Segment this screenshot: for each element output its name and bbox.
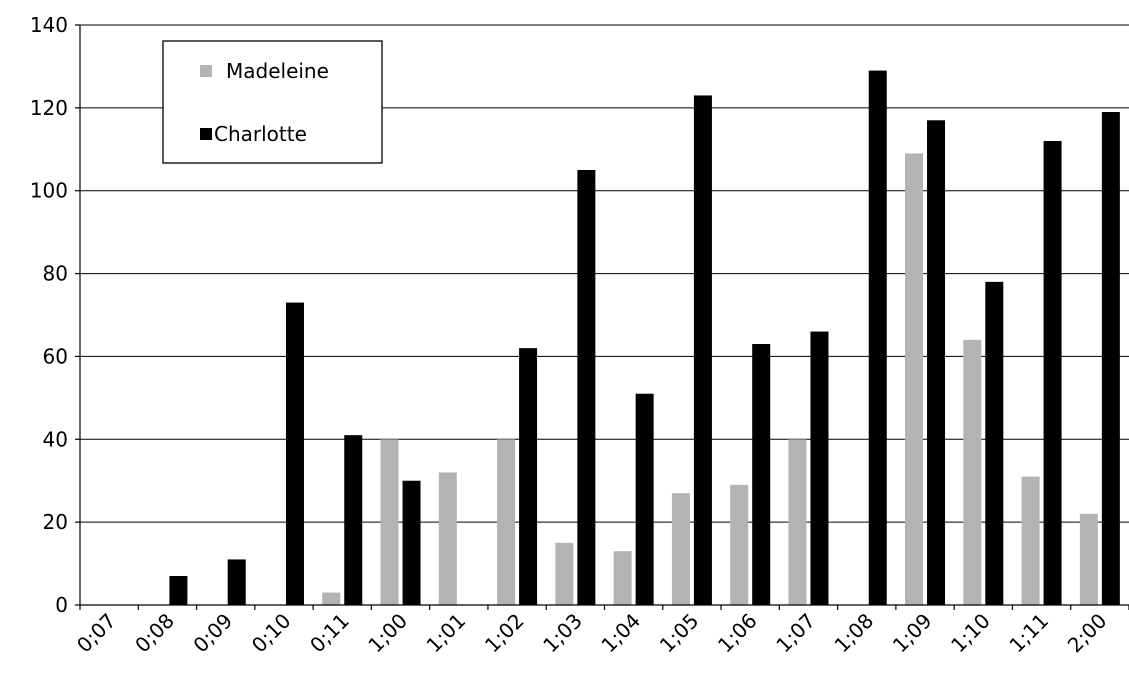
x-tick-label: 2;00 xyxy=(1063,609,1112,658)
y-tick-label: 80 xyxy=(43,262,68,286)
bar-madeleine xyxy=(438,472,457,605)
bar-charlotte xyxy=(344,435,363,605)
bar-charlotte xyxy=(169,576,188,605)
y-tick-label: 120 xyxy=(30,96,68,120)
bar-charlotte xyxy=(1101,112,1120,605)
x-tick-label: 1;07 xyxy=(771,609,820,658)
x-tick-label: 0;09 xyxy=(188,609,237,658)
bar-madeleine xyxy=(671,493,690,605)
x-tick-label: 1;01 xyxy=(422,609,471,658)
x-tick-label: 1;04 xyxy=(596,609,645,658)
bar-charlotte xyxy=(1043,141,1062,605)
legend: Madeleine Charlotte xyxy=(162,40,383,164)
x-tick-labels: 0;07 0;08 0;09 0;10 0;11 1;00 1;01 1;02 1;03 1;04… xyxy=(72,609,1111,658)
x-tick-label: 1;06 xyxy=(713,609,762,658)
bar-madeleine xyxy=(963,339,982,605)
bar-charlotte xyxy=(519,348,538,605)
bar-charlotte xyxy=(985,281,1004,605)
bar-charlotte xyxy=(752,344,771,605)
x-tick-label: 0;11 xyxy=(305,609,354,658)
x-tick-label: 1;02 xyxy=(480,609,529,658)
bar-madeleine xyxy=(380,439,399,605)
bar-madeleine xyxy=(1079,513,1098,605)
bar-charlotte xyxy=(810,331,829,605)
x-tick-label: 1;05 xyxy=(655,609,704,658)
y-tick-label: 100 xyxy=(30,179,68,203)
bar-charlotte xyxy=(285,302,304,605)
x-tick-label: 1;08 xyxy=(830,609,879,658)
bar-charlotte xyxy=(635,393,654,605)
bar-charlotte xyxy=(227,559,246,605)
y-tick-label: 60 xyxy=(43,344,68,368)
x-tick-label: 1;03 xyxy=(538,609,587,658)
bar-madeleine xyxy=(730,484,749,605)
y-tick-label: 20 xyxy=(43,510,68,534)
bars xyxy=(169,70,1120,606)
legend-box xyxy=(162,40,383,164)
bar-madeleine xyxy=(905,153,924,605)
bar-madeleine xyxy=(788,439,807,605)
y-tick-label: 140 xyxy=(30,13,68,37)
axes xyxy=(75,24,1129,610)
x-tick-label: 1;11 xyxy=(1004,609,1053,658)
legend-swatch-madeleine xyxy=(200,65,212,77)
legend-swatch-charlotte xyxy=(200,128,212,140)
x-tick-label: 1;00 xyxy=(363,609,412,658)
bar-madeleine xyxy=(1021,476,1040,605)
y-tick-label: 0 xyxy=(55,593,68,617)
x-tick-label: 0;08 xyxy=(130,609,179,658)
bar-charlotte xyxy=(927,120,946,606)
bar-charlotte xyxy=(402,480,421,605)
bar-madeleine xyxy=(613,551,632,605)
y-tick-labels: 0 20 40 60 80 100 120 140 xyxy=(30,13,68,617)
legend-label-madeleine: Madeleine xyxy=(226,59,329,83)
bar-madeleine xyxy=(555,542,574,605)
bar-madeleine xyxy=(497,439,516,605)
x-tick-label: 1;10 xyxy=(946,609,995,658)
bar-charlotte xyxy=(693,95,712,605)
x-tick-label: 0;10 xyxy=(247,609,296,658)
bar-madeleine xyxy=(322,592,341,605)
x-tick-label: 1;09 xyxy=(888,609,937,658)
legend-label-charlotte: Charlotte xyxy=(214,122,307,146)
bar-charlotte xyxy=(868,70,887,606)
y-tick-label: 40 xyxy=(43,427,68,451)
bar-charlotte xyxy=(577,170,596,605)
x-tick-label: 0;07 xyxy=(72,609,121,658)
